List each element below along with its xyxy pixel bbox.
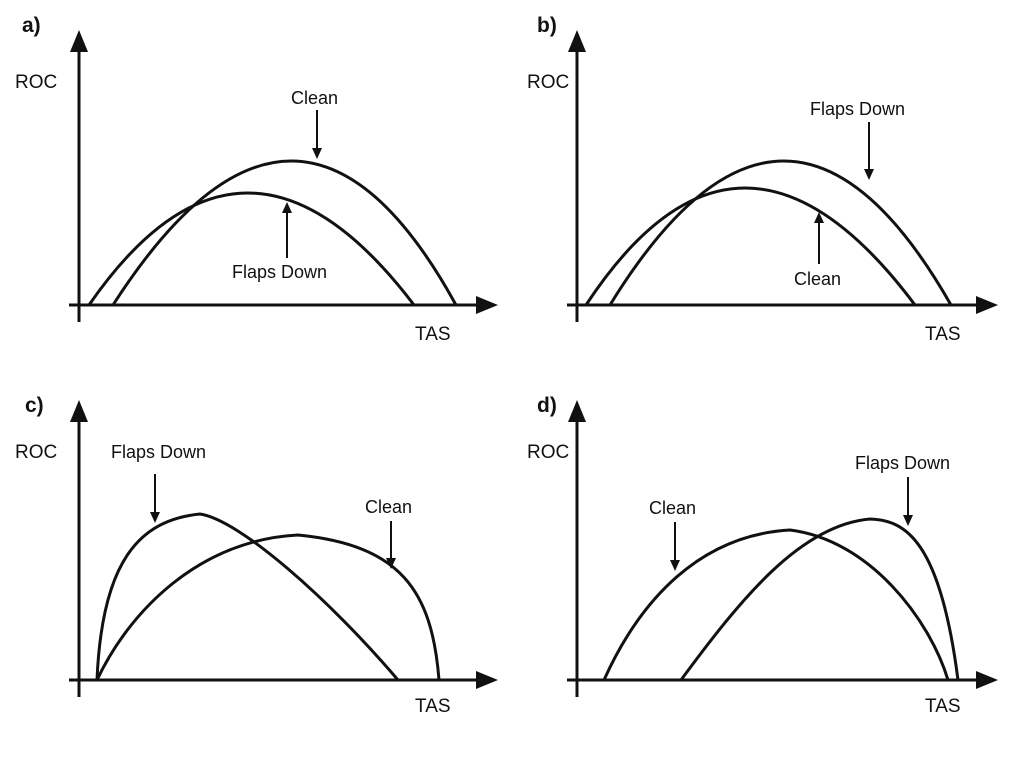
panel-d-flaps-down-label: Flaps Down — [855, 453, 950, 473]
panel-d-x-axis-arrowhead — [976, 671, 998, 689]
panel-a-flaps-down-curve — [87, 191, 416, 307]
panel-c-clean-label: Clean — [365, 497, 412, 517]
panel-d-x-axis-label: TAS — [925, 696, 961, 717]
panel-b: b) ROC TAS Flaps Down Clean — [527, 14, 998, 345]
panel-c-x-axis-arrowhead — [476, 671, 498, 689]
panel-b-x-axis-label: TAS — [925, 324, 961, 345]
panel-a-y-axis-arrowhead — [70, 30, 88, 52]
panel-b-flaps-down-pointer-head — [864, 169, 874, 180]
panel-b-clean-pointer-head — [814, 212, 824, 223]
panel-a-x-axis-label: TAS — [415, 324, 451, 345]
panel-a-clean-label: Clean — [291, 88, 338, 108]
panel-b-clean-curve — [584, 186, 917, 307]
panel-a-flaps-down-label: Flaps Down — [232, 262, 327, 282]
panel-d-clean-curve — [602, 528, 950, 682]
panel-b-x-axis-arrowhead — [976, 296, 998, 314]
panel-c: c) ROC TAS Flaps Down Clean — [15, 394, 498, 717]
panel-d-y-axis-label: ROC — [527, 442, 569, 463]
panel-d: d) ROC TAS Clean Flaps Down — [527, 394, 998, 717]
panel-a-y-axis-label: ROC — [15, 72, 57, 93]
panel-c-letter: c) — [25, 394, 44, 417]
panel-a-clean-curve — [111, 159, 458, 307]
panel-c-y-axis-arrowhead — [70, 400, 88, 422]
panel-b-letter: b) — [537, 14, 557, 37]
panel-c-flaps-down-curve — [95, 512, 400, 682]
panel-b-y-axis-label: ROC — [527, 72, 569, 93]
panel-c-x-axis-label: TAS — [415, 696, 451, 717]
panel-a-x-axis-arrowhead — [476, 296, 498, 314]
panel-d-y-axis-arrowhead — [568, 400, 586, 422]
panel-d-flaps-down-pointer-head — [903, 515, 913, 526]
panel-c-flaps-down-pointer-head — [150, 512, 160, 523]
panel-c-flaps-down-label: Flaps Down — [111, 442, 206, 462]
panel-a-flaps-down-pointer-head — [282, 202, 292, 213]
panel-b-y-axis-arrowhead — [568, 30, 586, 52]
panel-d-flaps-down-curve — [679, 517, 960, 682]
panel-c-clean-curve — [95, 533, 441, 682]
panel-a-clean-pointer-head — [312, 148, 322, 159]
panel-c-clean-pointer-head — [386, 558, 396, 569]
panel-b-flaps-down-curve — [608, 159, 953, 307]
panel-d-clean-pointer-head — [670, 560, 680, 571]
panel-c-y-axis-label: ROC — [15, 442, 57, 463]
panel-b-clean-label: Clean — [794, 269, 841, 289]
panel-b-flaps-down-label: Flaps Down — [810, 99, 905, 119]
panel-a: a) ROC TAS Clean Flaps Down — [15, 14, 498, 345]
panel-a-letter: a) — [22, 14, 41, 37]
panel-d-clean-label: Clean — [649, 498, 696, 518]
panel-d-letter: d) — [537, 394, 557, 417]
